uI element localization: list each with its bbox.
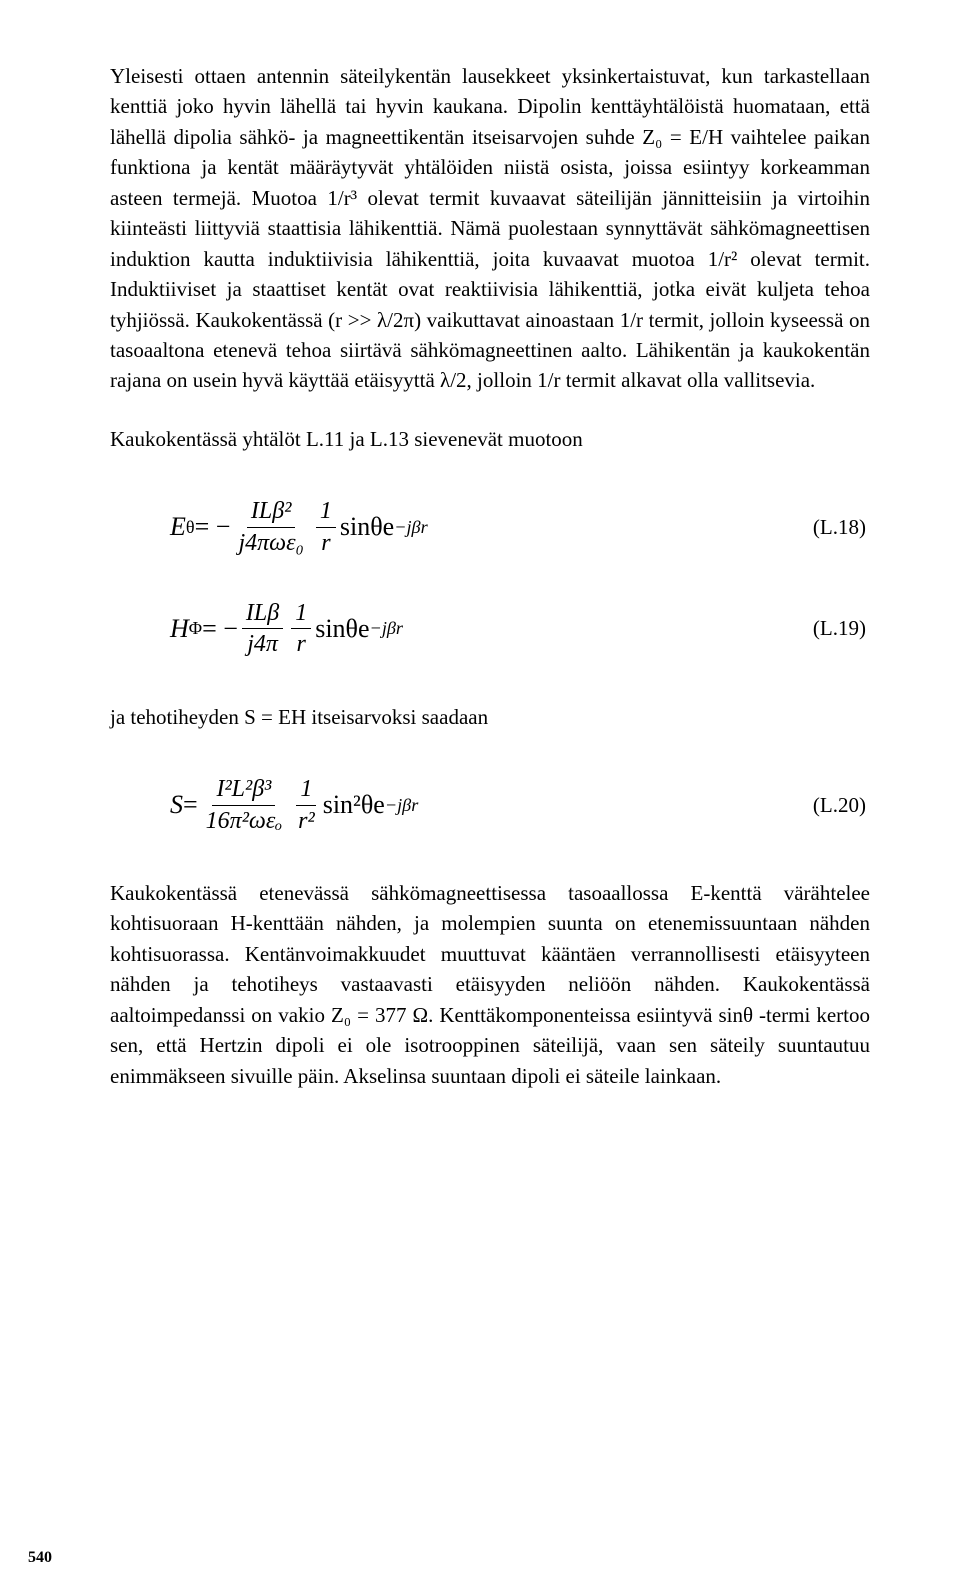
equation-label-l19: (L.19): [813, 616, 870, 641]
eq3-op: =: [183, 790, 198, 820]
eq2-tail: sinθe: [315, 614, 369, 644]
eq2-frac2-den: r: [293, 629, 310, 657]
eq3-tail: sin²θe: [323, 790, 385, 820]
eq1-lhs-sub: θ: [186, 517, 195, 538]
equation-row-l19: HΦ = − ILβ j4π 1 r sinθe−jβr (L.19): [110, 600, 870, 658]
eq3-frac2: 1 r²: [294, 776, 319, 834]
eq1-frac2: 1 r: [316, 498, 336, 556]
eq1-op: = −: [195, 512, 231, 542]
eq2-frac1-den: j4π: [243, 629, 282, 657]
equation-label-l20: (L.20): [813, 793, 870, 818]
eq2-frac2-num: 1: [291, 600, 311, 629]
eq1-tail-sup: −jβr: [394, 517, 427, 538]
equation-row-l20: S = I²L²β³ 16π²ωεₒ 1 r² sin²θe−jβr (L.20…: [110, 776, 870, 834]
eq2-lhs-sub: Φ: [189, 618, 202, 639]
eq1-frac2-num: 1: [316, 498, 336, 527]
equation-label-l18: (L.18): [813, 515, 870, 540]
paragraph-4: Kaukokentässä etenevässä sähkömagneettis…: [110, 878, 870, 1091]
eq3-frac1-den: 16π²ωεₒ: [202, 806, 286, 834]
eq3-lhs: S: [170, 790, 183, 820]
paragraph-1: Yleisesti ottaen antennin säteilykentän …: [110, 61, 870, 396]
equation-l20: S = I²L²β³ 16π²ωεₒ 1 r² sin²θe−jβr: [170, 776, 418, 834]
paragraph-2: Kaukokentässä yhtälöt L.11 ja L.13 sieve…: [110, 424, 870, 454]
eq3-frac1: I²L²β³ 16π²ωεₒ: [202, 776, 286, 834]
paragraph-3: ja tehotiheyden S = EH itseisarvoksi saa…: [110, 702, 870, 732]
eq1-lhs: E: [170, 512, 186, 542]
eq1-tail: sinθe: [340, 512, 394, 542]
eq1-frac1-den: j4πωε₀: [234, 528, 307, 556]
page-number: 540: [28, 1549, 52, 1567]
equation-row-l18: Eθ = − ILβ² j4πωε₀ 1 r sinθe−jβr (L.18): [110, 498, 870, 556]
equation-l18: Eθ = − ILβ² j4πωε₀ 1 r sinθe−jβr: [170, 498, 428, 556]
eq1-frac1: ILβ² j4πωε₀: [234, 498, 307, 556]
equation-l19: HΦ = − ILβ j4π 1 r sinθe−jβr: [170, 600, 403, 658]
page: Yleisesti ottaen antennin säteilykentän …: [0, 0, 960, 1595]
eq1-frac2-den: r: [317, 528, 334, 556]
eq3-frac2-den: r²: [294, 806, 319, 834]
eq2-frac2: 1 r: [291, 600, 311, 658]
eq3-frac1-num: I²L²β³: [212, 776, 275, 805]
eq2-op: = −: [202, 614, 238, 644]
eq2-lhs: H: [170, 614, 189, 644]
eq2-frac1-num: ILβ: [242, 600, 283, 629]
eq2-tail-sup: −jβr: [370, 618, 403, 639]
eq1-frac1-num: ILβ²: [247, 498, 296, 527]
eq3-frac2-num: 1: [296, 776, 316, 805]
eq3-tail-sup: −jβr: [385, 795, 418, 816]
eq2-frac1: ILβ j4π: [242, 600, 283, 658]
